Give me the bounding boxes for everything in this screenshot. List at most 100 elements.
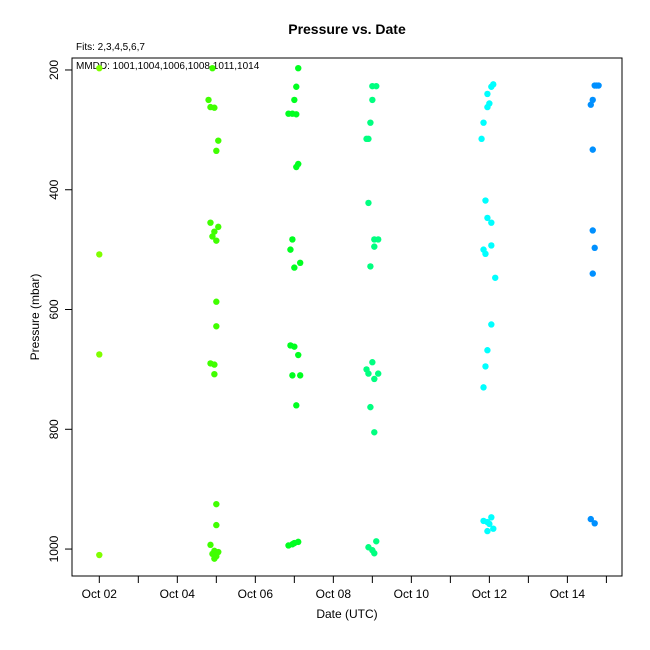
data-point bbox=[490, 525, 497, 532]
data-point bbox=[293, 402, 300, 409]
data-point bbox=[589, 227, 596, 234]
y-tick-label: 1000 bbox=[47, 535, 61, 562]
data-point bbox=[293, 83, 300, 90]
data-point bbox=[296, 372, 304, 379]
data-point bbox=[295, 538, 302, 546]
data-point bbox=[213, 500, 220, 508]
data-point bbox=[215, 137, 222, 144]
data-point bbox=[209, 64, 216, 72]
data-point bbox=[289, 236, 296, 243]
data-point bbox=[291, 343, 298, 350]
chart-title: Pressure vs. Date bbox=[288, 21, 406, 37]
fits-note: Fits: 2,3,4,5,6,7 bbox=[76, 42, 145, 53]
data-point bbox=[207, 219, 214, 226]
data-point bbox=[291, 264, 298, 271]
data-point bbox=[488, 321, 495, 328]
data-point bbox=[589, 146, 596, 153]
data-point bbox=[488, 219, 495, 226]
x-axis-title: Date (UTC) bbox=[316, 607, 377, 621]
series-6-points bbox=[587, 82, 602, 527]
data-point bbox=[213, 237, 220, 244]
data-point bbox=[211, 361, 218, 368]
data-point bbox=[488, 514, 495, 521]
data-point bbox=[484, 527, 491, 535]
data-point bbox=[371, 375, 378, 383]
data-point bbox=[587, 101, 594, 108]
data-point bbox=[365, 135, 372, 143]
data-point bbox=[371, 243, 378, 250]
data-point bbox=[365, 199, 372, 207]
data-point bbox=[587, 515, 594, 523]
data-point bbox=[484, 347, 491, 354]
x-tick-label: Oct 02 bbox=[82, 587, 118, 601]
data-point bbox=[213, 521, 220, 529]
data-point bbox=[213, 147, 220, 155]
y-axis: 200 400 600 800 1000 bbox=[47, 60, 72, 562]
plot-frame bbox=[71, 57, 623, 577]
y-tick-label: 800 bbox=[47, 419, 61, 439]
data-point bbox=[289, 372, 296, 379]
data-point bbox=[96, 551, 103, 559]
data-point bbox=[488, 83, 495, 90]
y-tick-label: 400 bbox=[47, 179, 61, 199]
data-point bbox=[492, 274, 499, 281]
data-point bbox=[367, 403, 374, 411]
data-point bbox=[482, 250, 489, 258]
series-3-points bbox=[285, 64, 304, 549]
data-point bbox=[213, 298, 220, 305]
data-point bbox=[367, 263, 374, 270]
data-point bbox=[484, 90, 491, 98]
y-tick-label: 200 bbox=[47, 60, 61, 80]
data-point bbox=[369, 359, 376, 366]
data-point bbox=[375, 370, 382, 377]
data-point bbox=[287, 246, 294, 253]
data-point bbox=[209, 233, 216, 240]
data-point bbox=[371, 550, 378, 557]
data-point bbox=[369, 96, 376, 104]
data-point bbox=[215, 223, 222, 231]
data-point bbox=[291, 96, 298, 104]
x-tick-label: Oct 08 bbox=[316, 587, 352, 601]
data-point bbox=[211, 228, 218, 235]
data-point bbox=[207, 541, 214, 549]
data-point bbox=[595, 82, 602, 89]
x-tick-label: Oct 14 bbox=[550, 587, 586, 601]
data-point bbox=[295, 351, 302, 359]
x-tick-label: Oct 04 bbox=[160, 587, 196, 601]
data-point bbox=[375, 236, 382, 243]
data-point bbox=[371, 429, 378, 436]
data-point bbox=[591, 244, 598, 252]
data-point bbox=[293, 111, 300, 118]
data-point bbox=[373, 538, 380, 545]
data-point bbox=[213, 323, 220, 330]
x-axis: Oct 02 Oct 04 Oct 06 Oct 08 Oct 10 Oct 12 Oct … bbox=[82, 576, 607, 601]
data-point bbox=[96, 251, 103, 258]
data-point bbox=[293, 163, 300, 171]
data-point bbox=[96, 351, 103, 358]
data-point bbox=[488, 242, 495, 249]
data-point bbox=[589, 270, 596, 277]
data-point bbox=[480, 119, 487, 126]
data-point bbox=[96, 64, 103, 72]
data-point bbox=[205, 96, 212, 104]
data-point bbox=[484, 214, 491, 222]
data-point bbox=[211, 555, 218, 562]
data-point bbox=[211, 370, 218, 378]
y-tick-label: 600 bbox=[47, 299, 61, 319]
mmdd-note: MMDD: 1001,1004,1006,1008,1011,1014 bbox=[76, 61, 260, 72]
data-point bbox=[480, 384, 487, 391]
x-tick-label: Oct 06 bbox=[238, 587, 274, 601]
data-point bbox=[482, 197, 489, 204]
series-5-points bbox=[478, 81, 499, 535]
data-point bbox=[589, 96, 596, 104]
data-point bbox=[365, 370, 372, 377]
series-4-points bbox=[363, 82, 382, 557]
data-point bbox=[591, 520, 598, 527]
series-1-points bbox=[96, 64, 103, 559]
x-tick-label: Oct 12 bbox=[472, 587, 508, 601]
data-point bbox=[484, 103, 491, 111]
data-point bbox=[373, 82, 380, 90]
x-tick-label: Oct 10 bbox=[394, 587, 430, 601]
series-2-points bbox=[205, 64, 222, 562]
